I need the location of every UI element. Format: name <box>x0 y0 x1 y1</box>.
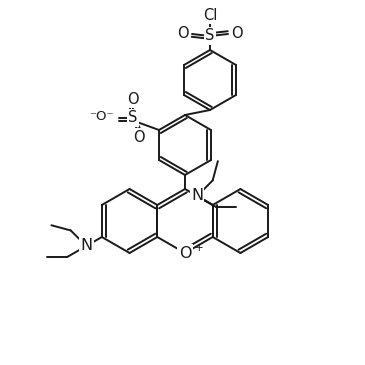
Text: S: S <box>205 28 215 43</box>
Text: O: O <box>177 26 189 41</box>
Text: ⁻O⁻: ⁻O⁻ <box>89 110 114 123</box>
Text: O: O <box>231 26 243 41</box>
Text: N: N <box>191 188 203 204</box>
Text: N: N <box>80 238 92 254</box>
Text: O: O <box>127 92 139 107</box>
Text: S: S <box>128 111 138 126</box>
Text: O: O <box>133 130 145 145</box>
Text: O: O <box>179 246 191 261</box>
Text: Cl: Cl <box>203 8 217 23</box>
Text: +: + <box>195 243 204 253</box>
